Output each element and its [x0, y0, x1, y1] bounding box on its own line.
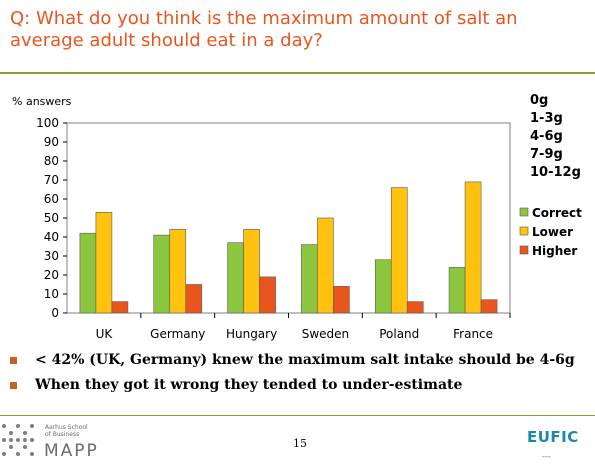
y-tick-label: 0 — [51, 306, 59, 320]
range-item: 7-9g — [530, 147, 563, 162]
x-tick-label: UK — [96, 327, 114, 341]
footer-divider — [0, 415, 595, 416]
school-line: Aarhus School — [45, 424, 88, 431]
x-tick-label: France — [453, 327, 493, 341]
page-number: 15 — [293, 437, 307, 450]
eufic-logo: EUFIC — [527, 428, 579, 446]
x-tick-label: Hungary — [226, 327, 277, 341]
mapp-logo-icon — [2, 424, 38, 460]
bar-correct — [448, 267, 466, 314]
bar-correct — [153, 234, 171, 314]
slide-title: Q: What do you think is the maximum amou… — [10, 8, 518, 51]
bar-higher — [333, 286, 350, 314]
school-name: Aarhus School of Business — [45, 424, 88, 438]
x-tick-label: Poland — [379, 327, 419, 341]
logo-dot — [23, 445, 27, 449]
logo-dot — [30, 452, 34, 456]
y-tick-label: 40 — [44, 230, 59, 244]
logo-dot — [2, 424, 6, 428]
bar-higher — [406, 301, 424, 314]
y-axis-label: % answers — [12, 95, 72, 108]
bullet-item: < 42% (UK, Germany) knew the maximum sal… — [10, 350, 575, 370]
x-tick-label: Sweden — [302, 327, 349, 341]
range-item: 0g — [530, 93, 549, 108]
y-tick-label: 50 — [44, 211, 59, 225]
logo-dot — [16, 438, 20, 442]
logo-dot — [9, 445, 13, 449]
logo-dot — [30, 438, 34, 442]
bullet-marker — [10, 357, 17, 364]
bar-higher — [185, 284, 203, 314]
eufic-logo-sub: --- — [542, 452, 551, 461]
bullet-text: When they got it wrong they tended to un… — [35, 377, 463, 393]
logo-dot — [9, 438, 13, 442]
logo-dot — [16, 452, 20, 456]
bar-higher — [259, 276, 276, 314]
bar-chart: 0 10 20 30 40 50 60 70 80 90 100 UK Germany Hungary Sw… — [36, 116, 582, 341]
legend-swatch — [519, 245, 529, 255]
y-tick-label: 90 — [44, 135, 59, 149]
bar-correct — [79, 232, 97, 314]
legend-swatch — [519, 207, 529, 217]
x-tick-label: Germany — [150, 327, 205, 341]
logo-dot — [23, 431, 27, 435]
bar-correct — [227, 242, 244, 314]
bullet-item: When they got it wrong they tended to un… — [10, 375, 575, 395]
bar-correct — [374, 259, 392, 314]
plot-frame — [66, 122, 511, 314]
mapp-logo-text: MAPP — [44, 441, 99, 461]
logo-dot — [2, 452, 6, 456]
y-tick-label: 100 — [36, 116, 59, 130]
logo-dot — [23, 438, 27, 442]
bar-lower — [95, 212, 113, 314]
school-line: of Business — [45, 431, 80, 438]
logo-dot — [16, 424, 20, 428]
logo-dot — [9, 431, 13, 435]
bar-higher — [111, 301, 129, 314]
bar-correct — [301, 244, 318, 314]
bar-lower — [169, 229, 187, 314]
logo-dot — [2, 438, 6, 442]
logo-dot — [30, 424, 34, 428]
range-item: 4-6g — [530, 129, 563, 144]
title-divider — [0, 72, 595, 74]
legend-label: Correct — [532, 206, 582, 220]
y-tick-label: 60 — [44, 192, 59, 206]
range-item: 1-3g — [530, 111, 563, 126]
bullet-list: < 42% (UK, Germany) knew the maximum sal… — [10, 350, 575, 400]
intake-range-list: 0g 1-3g 4-6g 7-9g 10-12g — [530, 92, 581, 182]
bar-lower — [243, 229, 260, 314]
y-tick-label: 80 — [44, 154, 59, 168]
bar-lower — [317, 217, 334, 314]
bar-higher — [480, 299, 498, 314]
y-tick-label: 10 — [44, 287, 59, 301]
bar-lower — [464, 181, 482, 314]
bar-lower — [390, 187, 408, 314]
legend-label: Higher — [532, 244, 577, 258]
bullet-text: < 42% (UK, Germany) knew the maximum sal… — [35, 352, 575, 368]
legend-swatch — [519, 226, 529, 236]
y-tick-label: 20 — [44, 268, 59, 282]
y-tick-label: 30 — [44, 249, 59, 263]
y-tick-label: 70 — [44, 173, 59, 187]
range-item: 10-12g — [530, 165, 581, 180]
bullet-marker — [10, 382, 17, 389]
legend-label: Lower — [532, 225, 573, 239]
